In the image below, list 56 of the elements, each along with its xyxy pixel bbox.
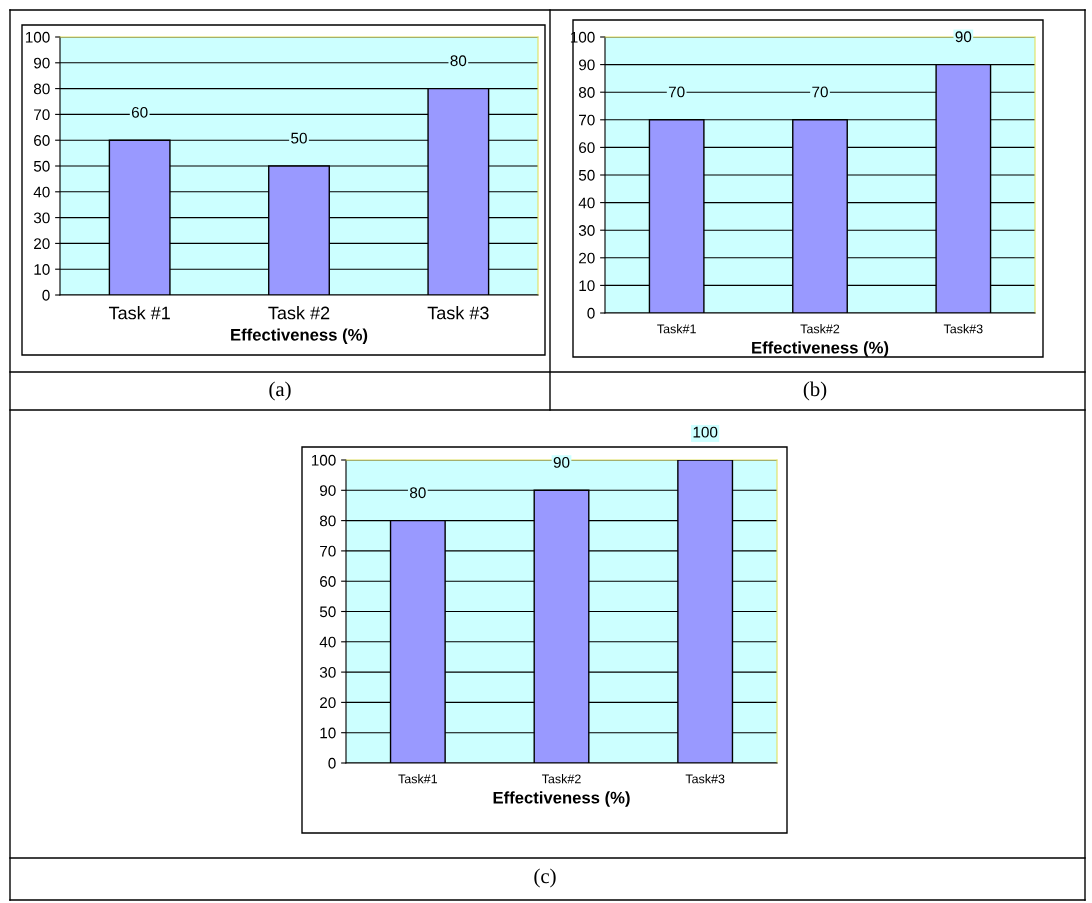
x-axis-title: Effectiveness (%) [752,341,889,357]
y-tick-label: 10 [320,727,336,739]
data-label: 70 [812,86,828,98]
y-tick-label: 80 [578,87,595,98]
y-tick-label: 30 [33,212,50,224]
y-tick-label: 90 [320,485,336,496]
x-tick-label: Task#1 [398,774,438,784]
y-tick-label: 20 [320,697,336,709]
x-tick-label: Task#1 [657,324,696,334]
y-tick-label: 40 [319,636,336,648]
x-axis-title: Effectiveness (%) [231,328,368,345]
y-tick-label: 10 [34,264,50,275]
data-label: 100 [693,426,718,438]
data-label: 80 [450,55,467,67]
data-label: 90 [955,31,972,43]
y-tick-label: 50 [578,169,595,181]
y-tick-label: 20 [34,238,50,250]
y-tick-label: 100 [25,31,50,43]
y-tick-label: 70 [34,109,50,121]
data-label: 50 [291,132,307,144]
y-tick-label: 90 [579,59,595,71]
y-tick-label: 10 [579,280,595,292]
text: (c) [534,868,556,888]
y-tick-label: 80 [33,83,50,95]
x-tick-label: Task #2 [268,306,330,320]
y-tick-label: 0 [328,757,336,769]
y-tick-label: 30 [319,666,336,678]
y-tick-label: 50 [319,606,336,618]
text: (a) [269,381,291,401]
y-tick-label: 60 [320,576,336,587]
y-tick-label: 40 [578,197,595,209]
text: (b) [803,381,827,401]
x-tick-label: Task#2 [541,774,581,784]
x-tick-label: Task#2 [800,324,840,334]
y-tick-label: 0 [42,289,50,301]
y-tick-label: 80 [319,515,336,527]
y-tick-label: 20 [579,252,595,264]
y-tick-label: 60 [579,142,595,154]
x-tick-label: Task#3 [685,774,725,784]
y-tick-label: 50 [33,160,50,172]
y-tick-label: 0 [587,307,595,319]
y-tick-label: 70 [579,114,595,126]
data-label: 90 [553,457,570,468]
y-tick-label: 30 [578,225,595,236]
x-tick-label: Task #1 [108,306,170,320]
x-axis-title: Effectiveness (%) [493,791,630,807]
y-tick-label: 70 [320,545,336,557]
x-tick-label: Task #3 [427,306,489,320]
y-tick-label: 100 [311,454,336,466]
y-tick-label: 60 [34,135,50,146]
x-tick-label: Task#3 [943,324,983,334]
data-label: 80 [410,487,426,499]
data-label: 70 [668,86,685,98]
y-tick-label: 90 [34,57,50,69]
y-tick-label: 40 [33,186,50,198]
data-label: 60 [131,106,148,118]
